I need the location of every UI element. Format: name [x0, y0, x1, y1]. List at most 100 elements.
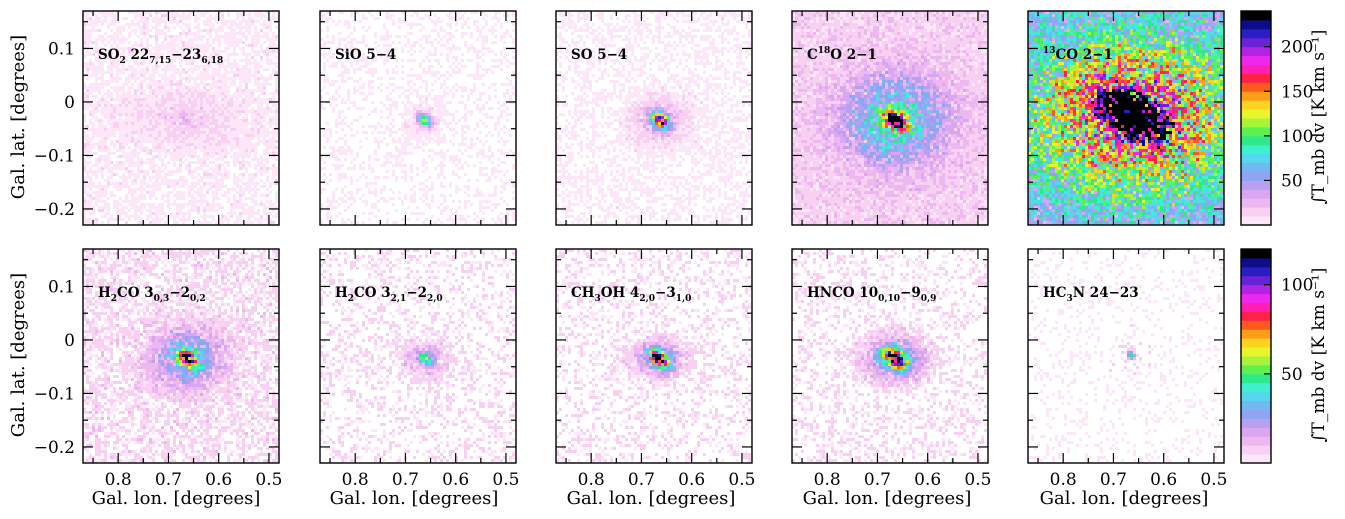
- heatmap-cell: [125, 104, 128, 107]
- heatmap-cell: [236, 161, 239, 164]
- heatmap-cell: [365, 95, 368, 98]
- heatmap-cell: [365, 176, 368, 179]
- heatmap-cell: [410, 176, 413, 179]
- heatmap-cell: [257, 221, 260, 224]
- heatmap-cell: [440, 155, 443, 158]
- heatmap-cell: [158, 92, 161, 95]
- heatmap-cell: [362, 131, 365, 134]
- heatmap-cell: [269, 200, 272, 203]
- heatmap-cell: [221, 155, 224, 158]
- heatmap-cell: [494, 35, 497, 38]
- heatmap-cell: [245, 56, 248, 59]
- heatmap-cell: [152, 131, 155, 134]
- heatmap-cell: [437, 140, 440, 143]
- heatmap-cell: [233, 176, 236, 179]
- heatmap-cell: [485, 38, 488, 41]
- heatmap-cell: [173, 161, 176, 164]
- heatmap-cell: [104, 38, 107, 41]
- heatmap-cell: [128, 185, 131, 188]
- heatmap-cell: [191, 122, 194, 125]
- heatmap-cell: [485, 167, 488, 170]
- heatmap-cell: [107, 122, 110, 125]
- heatmap-cell: [251, 56, 254, 59]
- heatmap-cell: [338, 116, 341, 119]
- heatmap-cell: [227, 71, 230, 74]
- heatmap-cell: [488, 68, 491, 71]
- heatmap-cell: [452, 116, 455, 119]
- heatmap-cell: [413, 194, 416, 197]
- heatmap-cell: [101, 134, 104, 137]
- heatmap-cell: [170, 122, 173, 125]
- heatmap-cell: [161, 104, 164, 107]
- heatmap-cell: [173, 194, 176, 197]
- heatmap-cell: [203, 50, 206, 53]
- heatmap-cell: [503, 101, 506, 104]
- heatmap-cell: [176, 68, 179, 71]
- heatmap-cell: [200, 14, 203, 17]
- heatmap-cell: [275, 92, 278, 95]
- heatmap-cell: [224, 86, 227, 89]
- heatmap-cell: [122, 185, 125, 188]
- heatmap-cell: [401, 20, 404, 23]
- heatmap-cell: [98, 86, 101, 89]
- heatmap-cell: [497, 59, 500, 62]
- heatmap-cell: [455, 155, 458, 158]
- heatmap-cell: [206, 77, 209, 80]
- heatmap-cell: [416, 107, 419, 110]
- heatmap-cell: [197, 26, 200, 29]
- heatmap-cell: [380, 83, 383, 86]
- heatmap-cell: [488, 146, 491, 149]
- heatmap-cell: [224, 155, 227, 158]
- heatmap-cell: [500, 137, 503, 140]
- heatmap-cell: [491, 83, 494, 86]
- heatmap-cell: [227, 113, 230, 116]
- heatmap-cell: [473, 212, 476, 215]
- heatmap-cell: [242, 191, 245, 194]
- heatmap-cell: [263, 89, 266, 92]
- heatmap-cell: [473, 74, 476, 77]
- heatmap-cell: [158, 203, 161, 206]
- heatmap-cell: [419, 131, 422, 134]
- heatmap-cell: [227, 212, 230, 215]
- heatmap-cell: [368, 191, 371, 194]
- heatmap-cell: [119, 164, 122, 167]
- heatmap-cell: [146, 125, 149, 128]
- heatmap-cell: [152, 110, 155, 113]
- heatmap-cell: [104, 116, 107, 119]
- heatmap-cell: [461, 167, 464, 170]
- heatmap-cell: [110, 116, 113, 119]
- heatmap-cell: [119, 32, 122, 35]
- heatmap-cell: [440, 86, 443, 89]
- heatmap-cell: [422, 158, 425, 161]
- heatmap-cell: [410, 200, 413, 203]
- heatmap-cell: [422, 170, 425, 173]
- heatmap-cell: [410, 116, 413, 119]
- heatmap-cell: [464, 119, 467, 122]
- heatmap-cell: [155, 185, 158, 188]
- heatmap-cell: [509, 83, 512, 86]
- heatmap-cell: [410, 68, 413, 71]
- heatmap-cell: [485, 116, 488, 119]
- heatmap-cell: [347, 35, 350, 38]
- heatmap-cell: [155, 143, 158, 146]
- heatmap-cell: [452, 35, 455, 38]
- heatmap-cell: [107, 110, 110, 113]
- heatmap-cell: [236, 134, 239, 137]
- heatmap-cell: [338, 212, 341, 215]
- heatmap-cell: [128, 164, 131, 167]
- heatmap-cell: [362, 98, 365, 101]
- heatmap-cell: [209, 152, 212, 155]
- heatmap-cell: [236, 68, 239, 71]
- heatmap-cell: [122, 35, 125, 38]
- heatmap-cell: [92, 110, 95, 113]
- heatmap-cell: [182, 131, 185, 134]
- heatmap-cell: [233, 29, 236, 32]
- heatmap-cell: [410, 179, 413, 182]
- heatmap-cell: [107, 197, 110, 200]
- heatmap-cell: [143, 101, 146, 104]
- heatmap-cell: [89, 59, 92, 62]
- heatmap-cell: [248, 155, 251, 158]
- heatmap-cell: [128, 68, 131, 71]
- heatmap-cell: [254, 173, 257, 176]
- heatmap-cell: [359, 68, 362, 71]
